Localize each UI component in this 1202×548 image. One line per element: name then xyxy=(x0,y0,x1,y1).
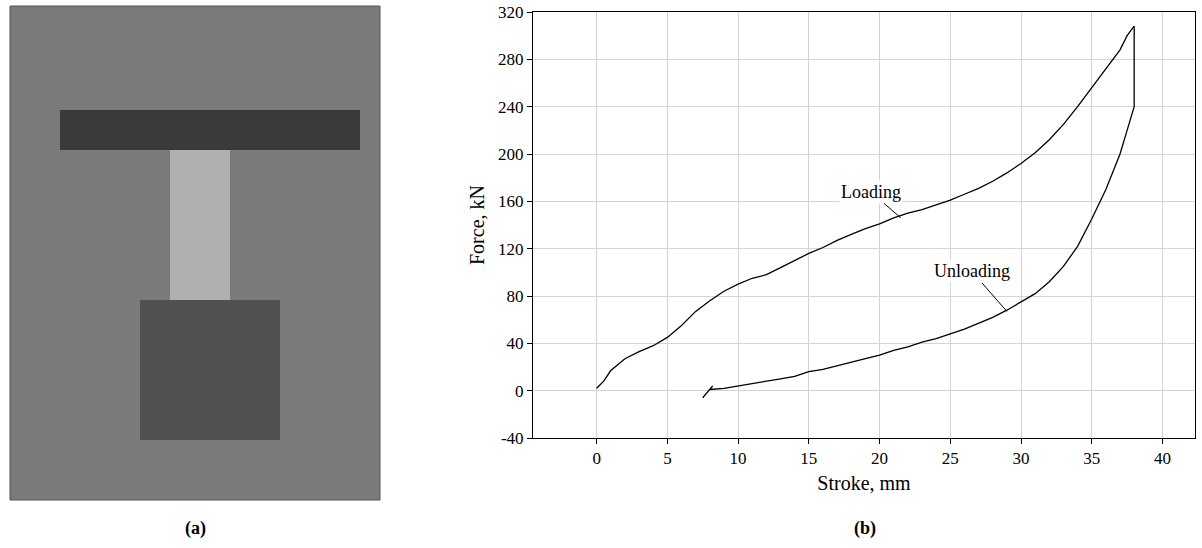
svg-text:5: 5 xyxy=(663,449,672,468)
svg-text:(a): (a) xyxy=(185,518,206,539)
svg-text:200: 200 xyxy=(498,145,524,164)
svg-text:-40: -40 xyxy=(501,429,524,448)
svg-text:40: 40 xyxy=(507,334,524,353)
svg-text:35: 35 xyxy=(1083,449,1100,468)
svg-text:280: 280 xyxy=(498,50,524,69)
svg-text:30: 30 xyxy=(1013,449,1030,468)
svg-text:Loading: Loading xyxy=(841,182,901,202)
svg-text:80: 80 xyxy=(507,287,524,306)
svg-text:0: 0 xyxy=(515,382,524,401)
svg-text:240: 240 xyxy=(498,98,524,117)
svg-text:10: 10 xyxy=(730,449,747,468)
svg-text:Unloading: Unloading xyxy=(934,261,1010,281)
svg-text:160: 160 xyxy=(498,192,524,211)
svg-text:25: 25 xyxy=(942,449,959,468)
svg-text:20: 20 xyxy=(871,449,888,468)
svg-text:40: 40 xyxy=(1154,449,1171,468)
svg-text:(b): (b) xyxy=(854,518,876,539)
svg-text:120: 120 xyxy=(498,240,524,259)
svg-text:0: 0 xyxy=(592,449,601,468)
svg-text:Stroke, mm: Stroke, mm xyxy=(817,472,911,494)
svg-text:15: 15 xyxy=(800,449,817,468)
svg-text:Force, kN: Force, kN xyxy=(466,185,488,265)
svg-text:320: 320 xyxy=(498,3,524,22)
